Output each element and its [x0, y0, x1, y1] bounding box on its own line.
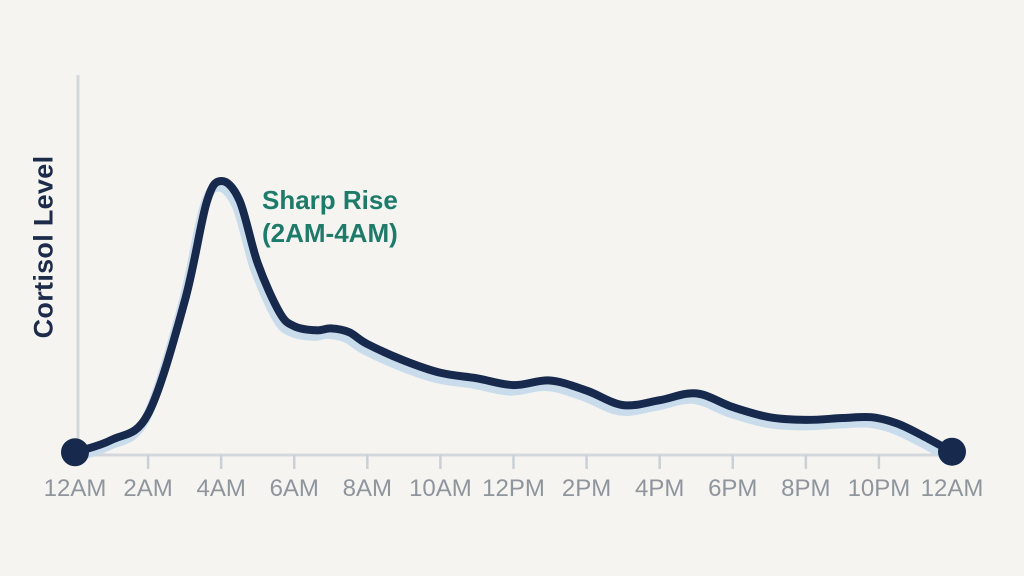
start-point-marker: [61, 438, 89, 467]
x-tick-label: 12AM: [44, 475, 107, 502]
x-tick-label: 4PM: [635, 475, 684, 502]
annotation-sharp-rise: Sharp Rise (2AM-4AM): [262, 184, 398, 250]
x-tick-label: 2PM: [562, 475, 611, 502]
x-tick-label: 10AM: [409, 475, 472, 502]
x-tick-label: 12PM: [482, 475, 545, 502]
x-tick-label: 4AM: [196, 475, 245, 502]
cortisol-curve: [71, 177, 956, 457]
x-tick-label: 2AM: [123, 475, 172, 502]
annotation-line-2: (2AM-4AM): [262, 218, 398, 249]
x-tick-label: 6AM: [270, 475, 319, 502]
annotation-line-1: Sharp Rise: [262, 185, 398, 215]
x-tick-label: 12AM: [921, 475, 984, 502]
x-tick-label: 8AM: [343, 475, 392, 502]
end-point-marker: [938, 437, 966, 466]
y-axis-label: Cortisol Level: [28, 155, 59, 339]
x-tick-label: 10PM: [848, 475, 911, 502]
x-tick-label: 8PM: [781, 475, 830, 502]
x-tick-label: 6PM: [708, 475, 757, 502]
